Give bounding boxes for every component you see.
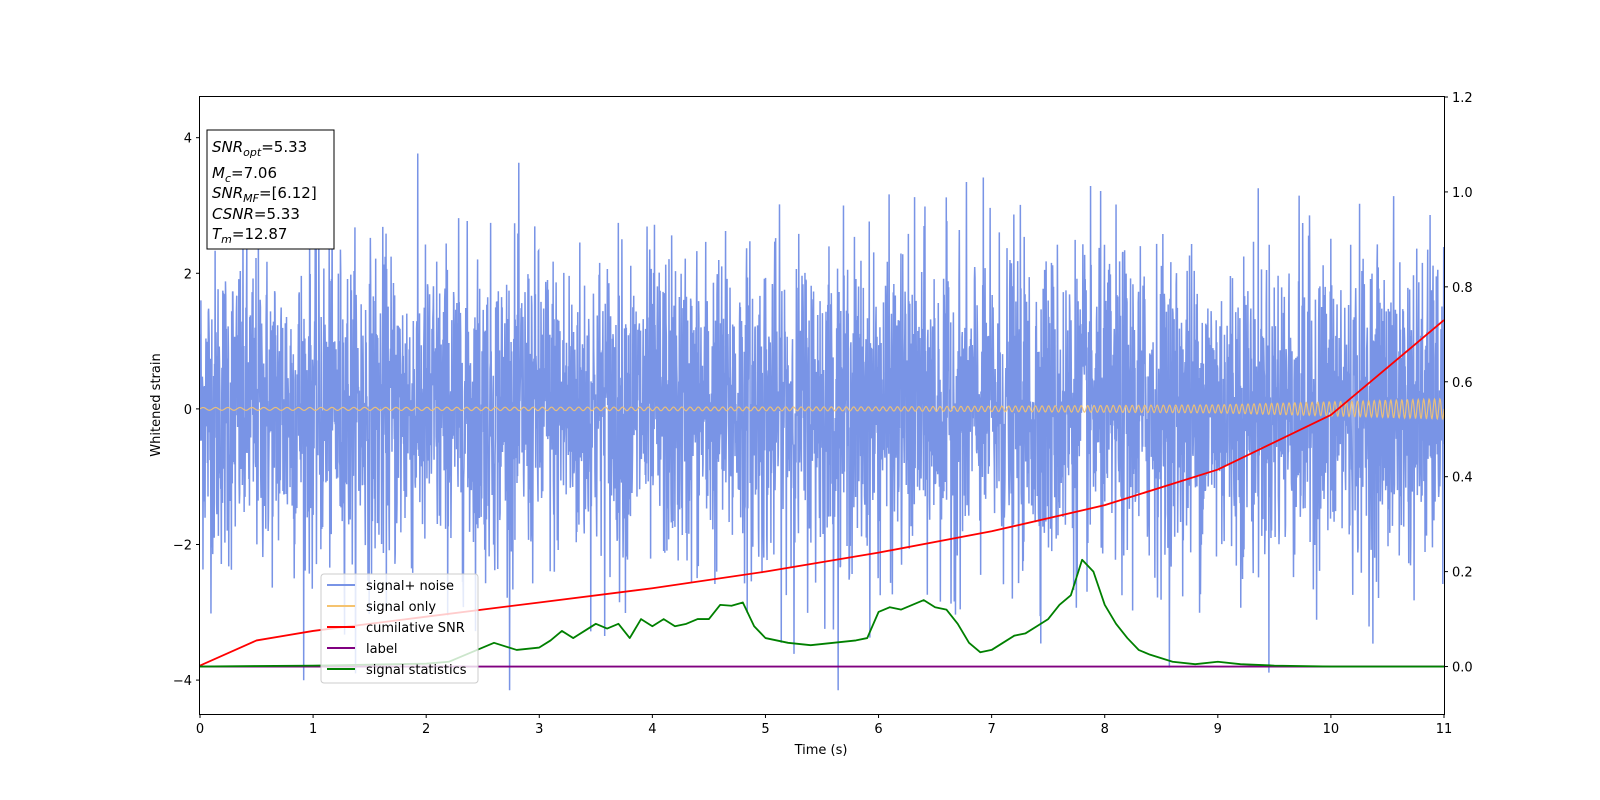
x-tick-label: 3 xyxy=(535,722,543,737)
x-tick-label: 0 xyxy=(196,722,204,737)
y-tick-label: 2 xyxy=(184,267,192,282)
y2-tick-label: 0.4 xyxy=(1452,471,1473,486)
series-line-signal-statistics xyxy=(200,558,1444,668)
legend-label: label xyxy=(366,642,397,657)
axes-frame xyxy=(199,96,1445,715)
legend-label: signal only xyxy=(366,600,436,615)
y-tick-label: −2 xyxy=(173,538,192,553)
y2-tick-label: 0.6 xyxy=(1452,376,1473,391)
y2-tick-label: 1.0 xyxy=(1452,186,1473,201)
y-tick-label: 4 xyxy=(184,132,192,147)
series-line-signal-only xyxy=(200,397,1444,421)
legend-item: label xyxy=(327,642,397,657)
legend-item: signal only xyxy=(327,600,436,615)
info-csnr: CSNR=5.33 xyxy=(212,205,300,223)
x-tick-label: 8 xyxy=(1101,722,1109,737)
x-axis: 0 1 2 3 4 5 6 7 8 9 10 11 xyxy=(196,714,1452,737)
x-tick-label: 2 xyxy=(422,722,430,737)
legend-item: signal statistics xyxy=(327,663,467,678)
legend-label: cumilative SNR xyxy=(366,621,465,636)
series-line-signal-noise xyxy=(200,153,1444,691)
info-box-frame xyxy=(206,129,335,250)
info-snr-mf: SNRMF=[6.12] xyxy=(212,184,317,205)
info-tm: Tm=12.87 xyxy=(212,225,287,246)
x-tick-label: 5 xyxy=(761,722,769,737)
x-tick-label: 9 xyxy=(1214,722,1222,737)
legend-label: signal+ noise xyxy=(366,579,454,594)
x-tick-label: 7 xyxy=(987,722,995,737)
legend-item: signal+ noise xyxy=(327,579,454,594)
y2-tick-label: 0.2 xyxy=(1452,566,1473,581)
info-mc: Mc=7.06 xyxy=(212,164,277,185)
x-tick-label: 4 xyxy=(648,722,656,737)
y2-tick-label: 0.0 xyxy=(1452,661,1473,676)
y-tick-label: −4 xyxy=(173,674,192,689)
legend-frame xyxy=(320,573,479,684)
legend-item: cumilative SNR xyxy=(327,621,465,636)
info-box: SNRopt=5.33 Mc=7.06 SNRMF=[6.12] CSNR=5.… xyxy=(206,129,335,250)
y-axis-right: 1.2 1.0 0.8 0.6 0.4 0.2 0.0 xyxy=(1444,91,1473,676)
info-snr-opt: SNRopt=5.33 xyxy=(212,138,307,159)
x-tick-label: 1 xyxy=(309,722,317,737)
x-tick-label: 10 xyxy=(1323,722,1340,737)
series-line-cumilative-snr xyxy=(200,319,1444,667)
x-axis-label: Time (s) xyxy=(794,743,848,758)
y2-tick-label: 0.8 xyxy=(1452,281,1473,296)
y2-tick-label: 1.2 xyxy=(1452,91,1473,106)
legend: signal+ noise signal only cumilative SNR la… xyxy=(320,573,479,684)
y-axis-label: Whitened strain xyxy=(149,353,164,456)
x-tick-label: 6 xyxy=(874,722,882,737)
legend-label: signal statistics xyxy=(366,663,467,678)
x-tick-label: 11 xyxy=(1436,722,1453,737)
y-tick-label: 0 xyxy=(184,403,192,418)
y-axis-left: 4 2 0 −2 −4 xyxy=(173,132,200,689)
